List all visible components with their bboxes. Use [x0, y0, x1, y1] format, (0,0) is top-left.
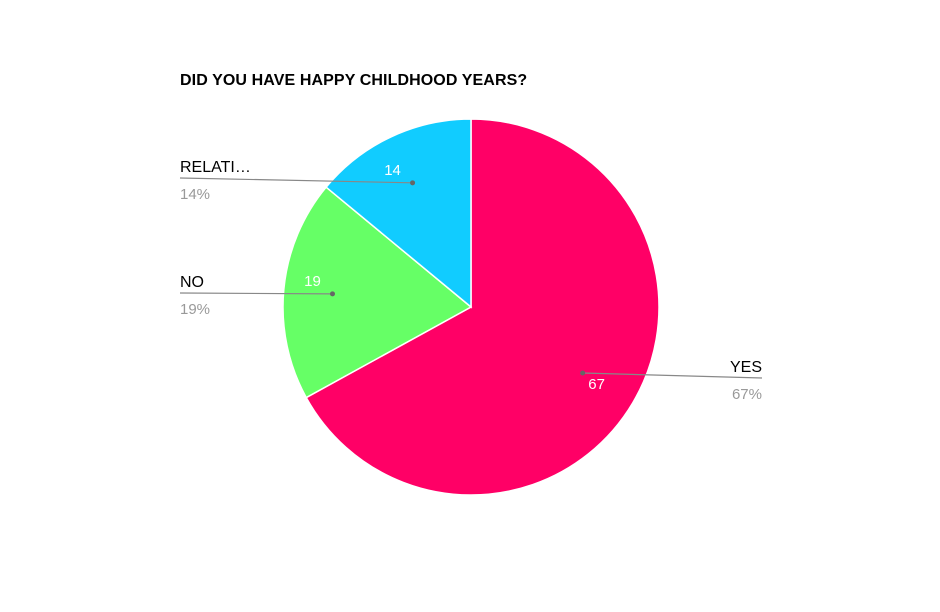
- leader-dot-yes: [580, 370, 586, 376]
- leader-dot-relati: [410, 180, 416, 186]
- slice-percent-label-no: 19%: [180, 301, 210, 318]
- pie-slice-relati: [325, 118, 472, 309]
- slice-percent-label-relati: 14%: [180, 186, 210, 203]
- leader-line-relati: [179, 177, 413, 184]
- chart-title: DID YOU HAVE HAPPY CHILDHOOD YEARS?: [180, 72, 528, 89]
- slice-name-label-yes: YES: [730, 359, 762, 376]
- slice-value-label-relati: 14: [384, 162, 401, 179]
- leader-dot-no: [329, 291, 335, 297]
- slice-name-label-no: NO: [180, 274, 204, 291]
- slice-name-label-relati: RELATI…: [180, 159, 251, 176]
- leader-line-yes: [582, 372, 763, 379]
- slice-value-label-yes: 67: [588, 376, 605, 393]
- pie-slice-yes: [305, 118, 660, 496]
- slice-percent-label-yes: 67%: [732, 386, 762, 403]
- leader-line-no: [179, 292, 333, 295]
- slice-value-label-no: 19: [304, 273, 321, 290]
- pie-slice-no: [282, 186, 473, 399]
